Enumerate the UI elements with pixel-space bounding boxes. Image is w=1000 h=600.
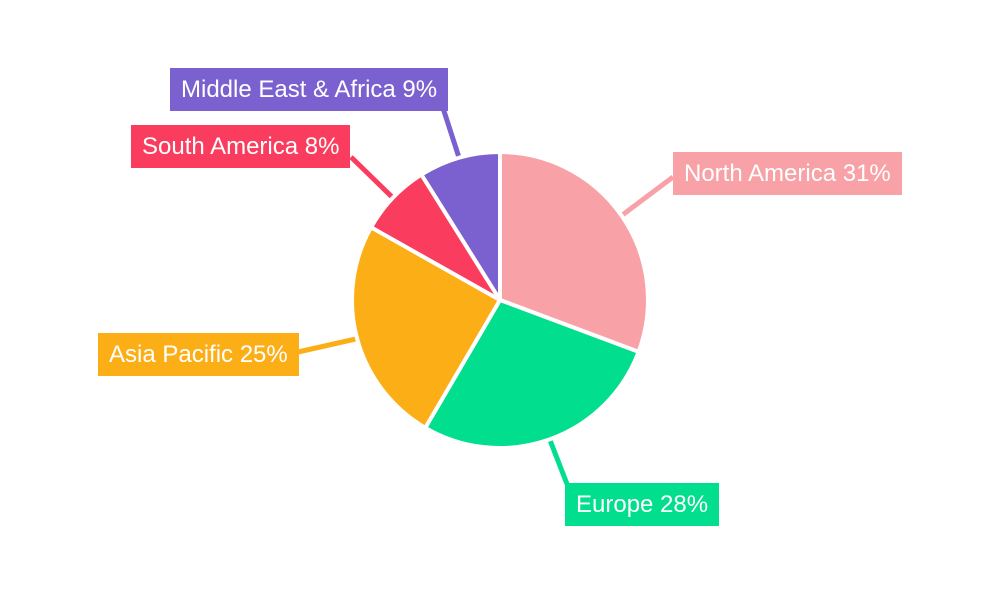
pie-slices	[350, 150, 650, 451]
pie-slice-asia-pacific	[350, 225, 502, 430]
leader-line-europe	[547, 438, 570, 485]
leader-line-asia-pacific	[297, 336, 358, 355]
callout-south-america: South America 8%	[131, 125, 351, 168]
leader-line-south-america	[349, 155, 395, 200]
callout-europe: Europe 28%	[565, 483, 720, 526]
callout-middle-east-africa: Middle East & Africa 9%	[170, 68, 449, 111]
pie-slice-middle-east-africa	[419, 150, 502, 302]
leader-line-north-america	[620, 175, 675, 218]
callout-north-america: North America 31%	[673, 152, 902, 195]
leader-line-middle-east-africa	[440, 107, 462, 159]
callout-asia-pacific: Asia Pacific 25%	[98, 333, 299, 376]
pie-slice-north-america	[498, 150, 650, 354]
leader-lines	[297, 107, 675, 485]
